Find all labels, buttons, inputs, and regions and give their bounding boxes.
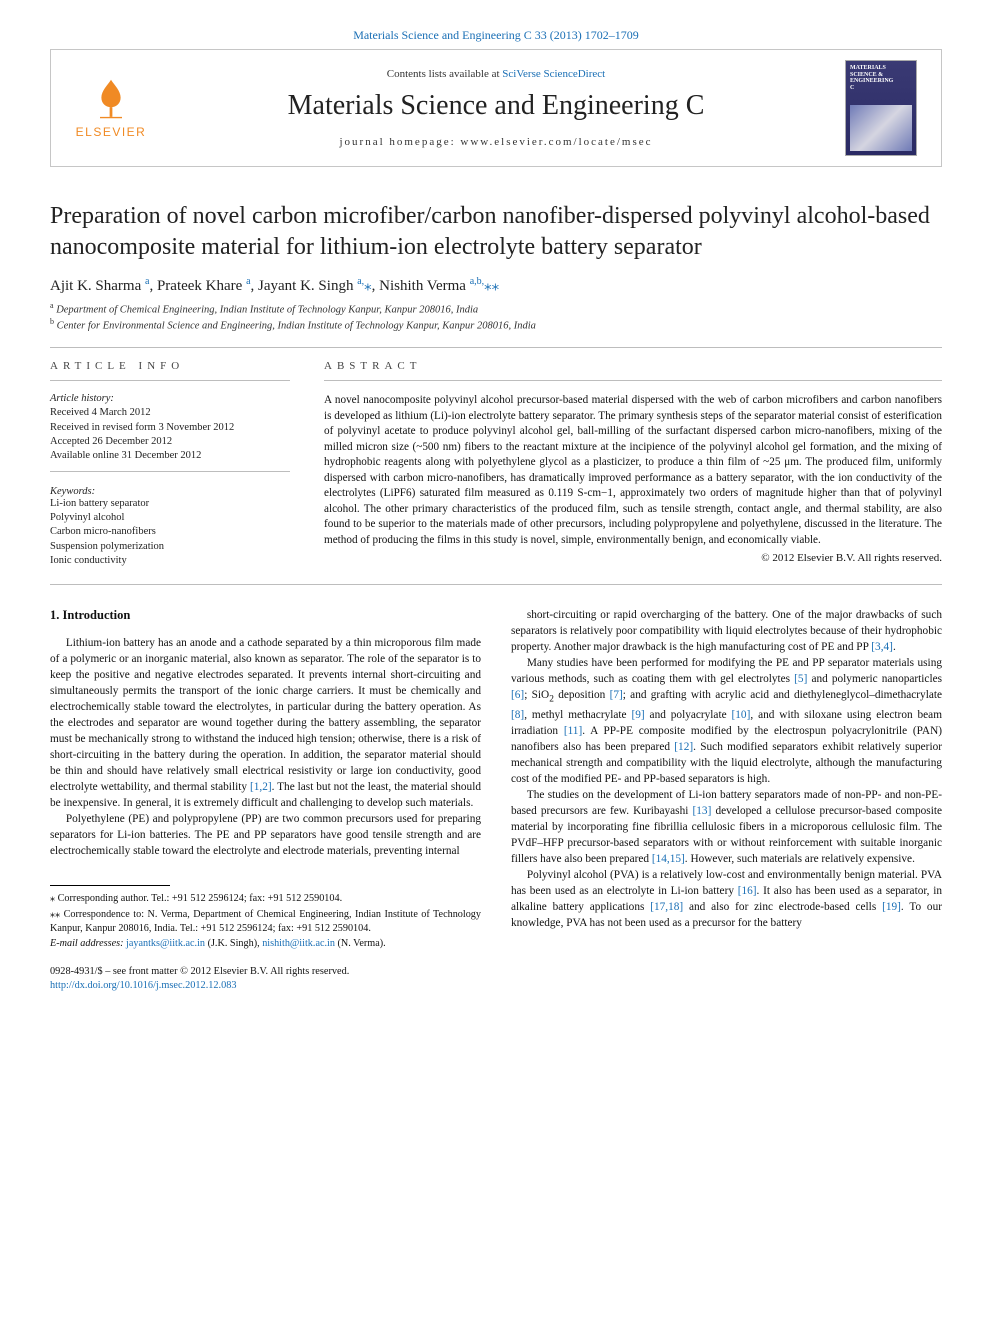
keywords-list: Li-ion battery separator Polyvinyl alcoh…	[50, 497, 290, 568]
keywords-heading: Keywords:	[50, 486, 290, 497]
abstract-text: A novel nanocomposite polyvinyl alcohol …	[324, 393, 942, 548]
top-citation[interactable]: Materials Science and Engineering C 33 (…	[353, 28, 639, 42]
sciencedirect-link[interactable]: SciVerse ScienceDirect	[502, 68, 605, 80]
para: Polyvinyl alcohol (PVA) is a relatively …	[511, 867, 942, 931]
author-list: Ajit K. Sharma a, Prateek Khare a, Jayan…	[50, 276, 942, 295]
article-info-heading: article info	[50, 360, 290, 372]
para: Polyethylene (PE) and polypropylene (PP)…	[50, 811, 481, 859]
journal-cover-thumb: MATERIALS SCIENCE & ENGINEERINGC	[845, 60, 917, 156]
article-title: Preparation of novel carbon microfiber/c…	[50, 201, 942, 262]
journal-homepage-url[interactable]: www.elsevier.com/locate/msec	[460, 136, 652, 148]
elsevier-tree-icon	[89, 77, 133, 121]
history-list: Received 4 March 2012 Received in revise…	[50, 406, 290, 463]
email-link[interactable]: nishith@iitk.ac.in	[262, 938, 335, 949]
body-columns: 1. Introduction Lithium-ion battery has …	[50, 607, 942, 951]
article-info-col: article info Article history: Received 4…	[50, 360, 290, 568]
abstract-heading: abstract	[324, 360, 942, 372]
homepage-line: journal homepage: www.elsevier.com/locat…	[171, 136, 821, 148]
publisher-name: ELSEVIER	[76, 125, 147, 139]
publisher-logo: ELSEVIER	[51, 77, 171, 139]
history-heading: Article history:	[50, 393, 290, 404]
para: The studies on the development of Li-ion…	[511, 787, 942, 867]
section-1-heading: 1. Introduction	[50, 607, 481, 625]
para: Lithium-ion battery has an anode and a c…	[50, 635, 481, 811]
journal-name: Materials Science and Engineering C	[171, 90, 821, 122]
footer-slug: 0928-4931/$ – see front matter © 2012 El…	[50, 965, 942, 993]
masthead: ELSEVIER Contents lists available at Sci…	[50, 49, 942, 167]
footnotes: ⁎ Corresponding author. Tel.: +91 512 25…	[50, 892, 481, 951]
para: Many studies have been performed for mod…	[511, 655, 942, 787]
abstract-copyright: © 2012 Elsevier B.V. All rights reserved…	[324, 552, 942, 564]
contents-line: Contents lists available at SciVerse Sci…	[171, 68, 821, 80]
abstract-col: abstract A novel nanocomposite polyvinyl…	[324, 360, 942, 568]
doi-link[interactable]: http://dx.doi.org/10.1016/j.msec.2012.12…	[50, 980, 237, 991]
issn-line: 0928-4931/$ – see front matter © 2012 El…	[50, 965, 349, 979]
email-link[interactable]: jayantks@iitk.ac.in	[126, 938, 205, 949]
para: short-circuiting or rapid overcharging o…	[511, 607, 942, 655]
affiliations: a Department of Chemical Engineering, In…	[50, 301, 942, 331]
